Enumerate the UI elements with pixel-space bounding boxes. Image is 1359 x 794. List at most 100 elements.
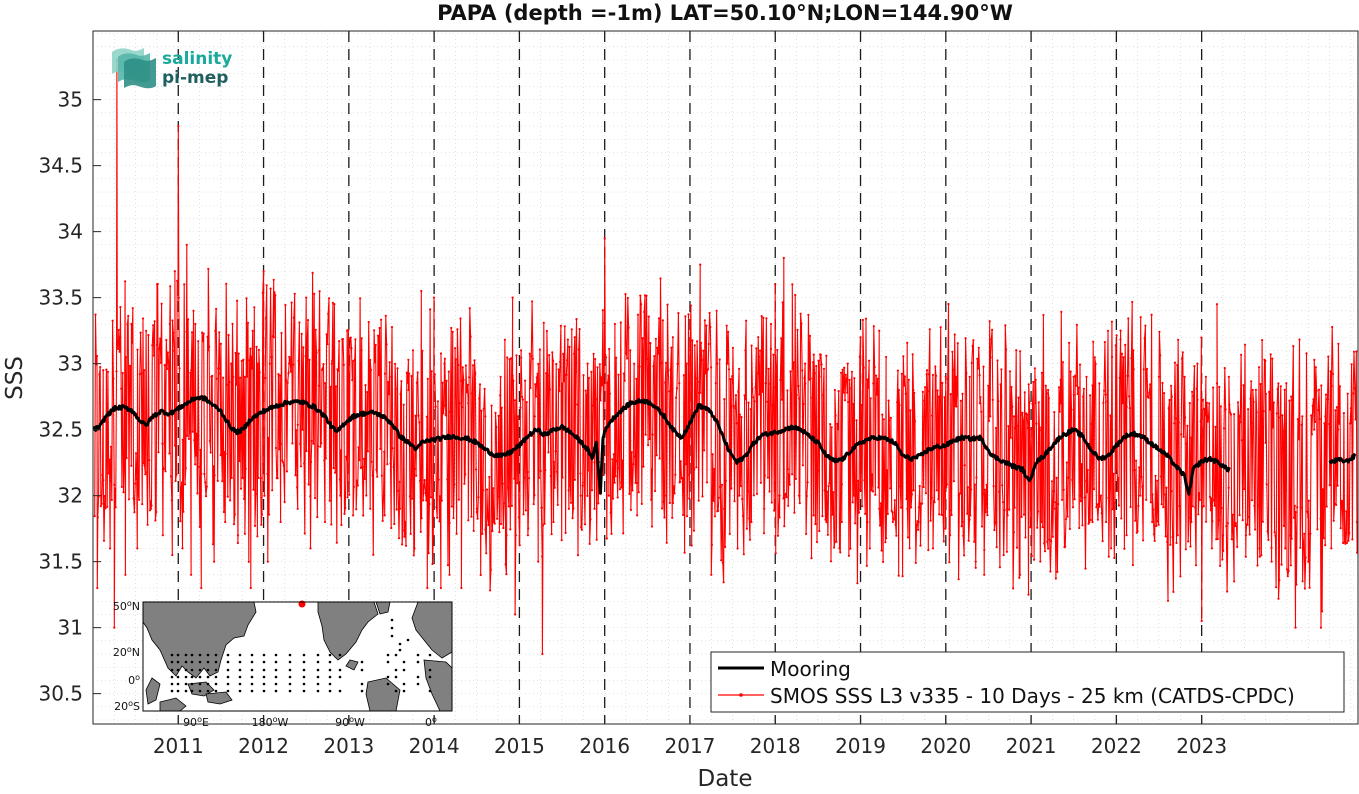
smos-point	[984, 510, 987, 514]
smos-point	[853, 377, 856, 380]
map-buoy-dot	[190, 675, 194, 679]
smos-point	[993, 528, 996, 532]
smos-point	[1211, 519, 1214, 523]
smos-point	[973, 540, 976, 543]
smos-point	[684, 315, 687, 318]
smos-point	[1307, 499, 1310, 502]
smos-point	[919, 544, 922, 547]
smos-point	[654, 337, 658, 340]
smos-point	[849, 547, 852, 550]
smos-point	[763, 474, 766, 477]
map-buoy-dot	[176, 653, 180, 657]
smos-point	[1291, 399, 1294, 402]
smos-point	[1204, 413, 1207, 417]
map-buoy-dot	[406, 638, 410, 642]
smos-point	[1158, 330, 1161, 333]
smos-point	[260, 523, 263, 526]
smos-point	[1197, 513, 1200, 516]
smos-point	[959, 399, 963, 402]
smos-point	[692, 529, 696, 532]
smos-point	[782, 256, 785, 260]
smos-point	[1106, 329, 1110, 332]
smos-point	[591, 404, 594, 407]
smos-point	[568, 345, 571, 348]
smos-point	[612, 453, 615, 456]
smos-point	[1354, 418, 1357, 421]
smos-point	[650, 498, 653, 501]
smos-point	[177, 296, 180, 299]
map-buoy-dot	[394, 668, 398, 672]
smos-point	[608, 392, 612, 395]
smos-point	[548, 388, 552, 391]
smos-point	[1226, 590, 1229, 593]
smos-point	[792, 361, 795, 364]
smos-point	[1193, 365, 1196, 368]
smos-point	[777, 509, 780, 512]
smos-point	[415, 381, 418, 384]
smos-point	[451, 330, 454, 333]
smos-point	[454, 395, 457, 398]
smos-point	[1109, 414, 1112, 417]
smos-point	[342, 363, 345, 366]
smos-point	[1131, 563, 1134, 567]
smos-point	[1078, 363, 1082, 366]
smos-point	[288, 355, 291, 359]
map-buoy-dot	[386, 682, 390, 686]
map-buoy-dot	[238, 653, 242, 657]
smos-point	[265, 284, 268, 287]
smos-point	[725, 324, 728, 327]
smos-point	[831, 513, 834, 516]
smos-point	[369, 368, 373, 372]
smos-point	[330, 523, 333, 526]
smos-point	[767, 367, 770, 370]
smos-point	[538, 476, 541, 479]
smos-point	[868, 547, 872, 550]
smos-point	[276, 477, 279, 480]
smos-point	[1100, 511, 1103, 515]
smos-point	[1214, 425, 1217, 428]
smos-point	[1183, 412, 1186, 415]
smos-point	[1092, 340, 1095, 343]
smos-point	[892, 518, 896, 521]
smos-point	[1290, 537, 1293, 540]
smos-point	[113, 626, 116, 629]
smos-point	[224, 452, 227, 455]
map-buoy-dot	[184, 689, 188, 693]
inset-map-land	[143, 602, 452, 711]
y-tick-label: 32	[58, 484, 83, 508]
smos-point	[345, 458, 348, 461]
smos-point	[811, 396, 814, 399]
smos-point	[168, 322, 171, 326]
smos-point	[956, 342, 959, 345]
map-buoy-dot	[238, 668, 242, 672]
smos-point	[674, 473, 677, 476]
map-buoy-dot	[386, 675, 390, 679]
smos-point	[1164, 535, 1167, 538]
smos-point	[541, 555, 544, 558]
smos-point	[1341, 500, 1344, 503]
map-lat-label: 0o	[128, 673, 140, 687]
smos-point	[820, 363, 823, 366]
smos-point	[1314, 420, 1317, 423]
smos-point	[988, 320, 991, 323]
smos-point	[473, 359, 476, 362]
smos-point	[514, 534, 517, 537]
smos-point	[977, 346, 980, 349]
smos-point	[812, 514, 815, 517]
smos-point	[1103, 341, 1106, 344]
smos-point	[581, 484, 584, 487]
smos-point	[438, 520, 441, 523]
smos-point	[681, 477, 684, 480]
smos-point	[1235, 525, 1238, 528]
smos-point	[1080, 463, 1083, 466]
smos-point	[391, 447, 394, 450]
smos-point	[162, 468, 166, 471]
smos-point	[917, 528, 920, 532]
smos-point	[974, 560, 977, 563]
smos-point	[104, 507, 107, 510]
smos-point	[487, 523, 490, 527]
smos-point	[723, 507, 726, 510]
map-buoy-dot	[316, 668, 320, 672]
map-buoy-dot	[198, 675, 202, 679]
smos-point	[1276, 388, 1279, 391]
